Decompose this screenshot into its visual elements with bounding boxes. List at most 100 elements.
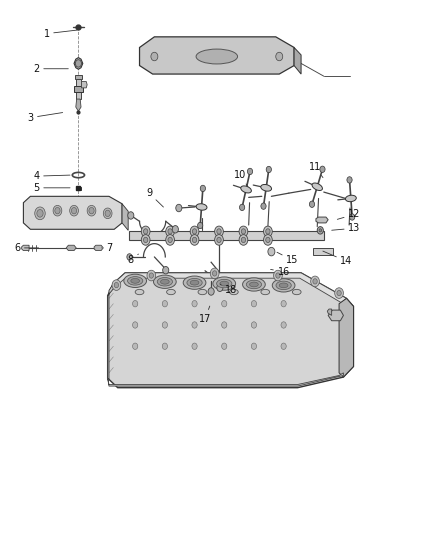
Text: 17: 17: [199, 306, 211, 324]
Polygon shape: [327, 309, 332, 316]
Circle shape: [210, 268, 219, 279]
Polygon shape: [81, 82, 87, 88]
Polygon shape: [74, 86, 83, 92]
Circle shape: [149, 273, 153, 278]
Circle shape: [70, 205, 78, 216]
Text: 11: 11: [309, 161, 323, 177]
Polygon shape: [76, 79, 81, 99]
Ellipse shape: [166, 289, 175, 295]
Ellipse shape: [183, 276, 206, 289]
Circle shape: [274, 270, 283, 281]
Text: 16: 16: [271, 267, 290, 277]
Polygon shape: [66, 245, 76, 251]
Polygon shape: [21, 245, 29, 251]
Ellipse shape: [124, 274, 147, 287]
Circle shape: [276, 52, 283, 61]
Circle shape: [133, 343, 138, 350]
Text: 13: 13: [332, 223, 360, 233]
Text: 14: 14: [323, 251, 353, 266]
Circle shape: [141, 226, 150, 237]
Text: 15: 15: [277, 252, 299, 265]
Circle shape: [190, 226, 199, 237]
Circle shape: [222, 301, 227, 307]
Text: 2: 2: [33, 64, 68, 74]
Circle shape: [276, 273, 280, 278]
Text: 4: 4: [33, 171, 70, 181]
Text: 12: 12: [337, 209, 360, 220]
Circle shape: [133, 322, 138, 328]
Circle shape: [208, 288, 214, 295]
Ellipse shape: [157, 278, 173, 286]
Circle shape: [320, 166, 325, 173]
Polygon shape: [76, 187, 81, 190]
Polygon shape: [122, 204, 128, 230]
Circle shape: [217, 229, 221, 234]
Text: 7: 7: [102, 243, 112, 253]
Circle shape: [162, 322, 167, 328]
Ellipse shape: [190, 280, 199, 285]
Polygon shape: [316, 217, 328, 223]
Circle shape: [147, 270, 155, 281]
Polygon shape: [74, 58, 83, 69]
Circle shape: [264, 235, 272, 245]
Text: 9: 9: [146, 188, 163, 207]
Circle shape: [192, 301, 197, 307]
Circle shape: [37, 209, 43, 217]
Circle shape: [151, 52, 158, 61]
Circle shape: [55, 207, 60, 214]
Polygon shape: [108, 284, 114, 379]
Circle shape: [266, 229, 270, 234]
Circle shape: [53, 205, 62, 216]
Circle shape: [317, 227, 323, 234]
Polygon shape: [108, 273, 353, 387]
Circle shape: [35, 207, 45, 220]
Circle shape: [112, 280, 121, 290]
Circle shape: [239, 226, 248, 237]
Circle shape: [198, 222, 203, 229]
Circle shape: [215, 226, 223, 237]
Ellipse shape: [230, 289, 238, 295]
Ellipse shape: [261, 289, 270, 295]
Circle shape: [144, 229, 148, 234]
Polygon shape: [339, 298, 353, 377]
Circle shape: [127, 254, 132, 260]
Ellipse shape: [153, 275, 176, 288]
Polygon shape: [140, 37, 294, 74]
Circle shape: [251, 343, 257, 350]
Ellipse shape: [127, 277, 143, 285]
Circle shape: [264, 226, 272, 237]
Circle shape: [166, 235, 174, 245]
Circle shape: [266, 166, 272, 173]
Polygon shape: [75, 75, 82, 79]
Circle shape: [268, 247, 275, 256]
Bar: [313, 248, 332, 255]
Text: 18: 18: [220, 284, 237, 295]
Circle shape: [166, 226, 174, 237]
Polygon shape: [328, 310, 343, 321]
Circle shape: [192, 322, 197, 328]
Circle shape: [75, 60, 81, 67]
Ellipse shape: [246, 280, 261, 289]
Polygon shape: [76, 99, 81, 111]
Circle shape: [141, 235, 150, 245]
Ellipse shape: [217, 279, 232, 288]
Circle shape: [162, 343, 167, 350]
Circle shape: [222, 343, 227, 350]
Circle shape: [172, 225, 178, 233]
Ellipse shape: [312, 183, 322, 190]
Ellipse shape: [131, 278, 140, 283]
Circle shape: [222, 322, 227, 328]
Ellipse shape: [196, 49, 237, 64]
Ellipse shape: [160, 279, 169, 284]
Circle shape: [200, 185, 205, 192]
Ellipse shape: [198, 289, 207, 295]
Text: 6: 6: [14, 243, 39, 253]
Ellipse shape: [292, 289, 301, 295]
Polygon shape: [23, 196, 122, 229]
Circle shape: [105, 210, 110, 216]
Ellipse shape: [261, 184, 272, 191]
Circle shape: [217, 237, 221, 243]
Text: 3: 3: [27, 112, 63, 123]
Circle shape: [335, 288, 343, 298]
Circle shape: [347, 177, 352, 183]
